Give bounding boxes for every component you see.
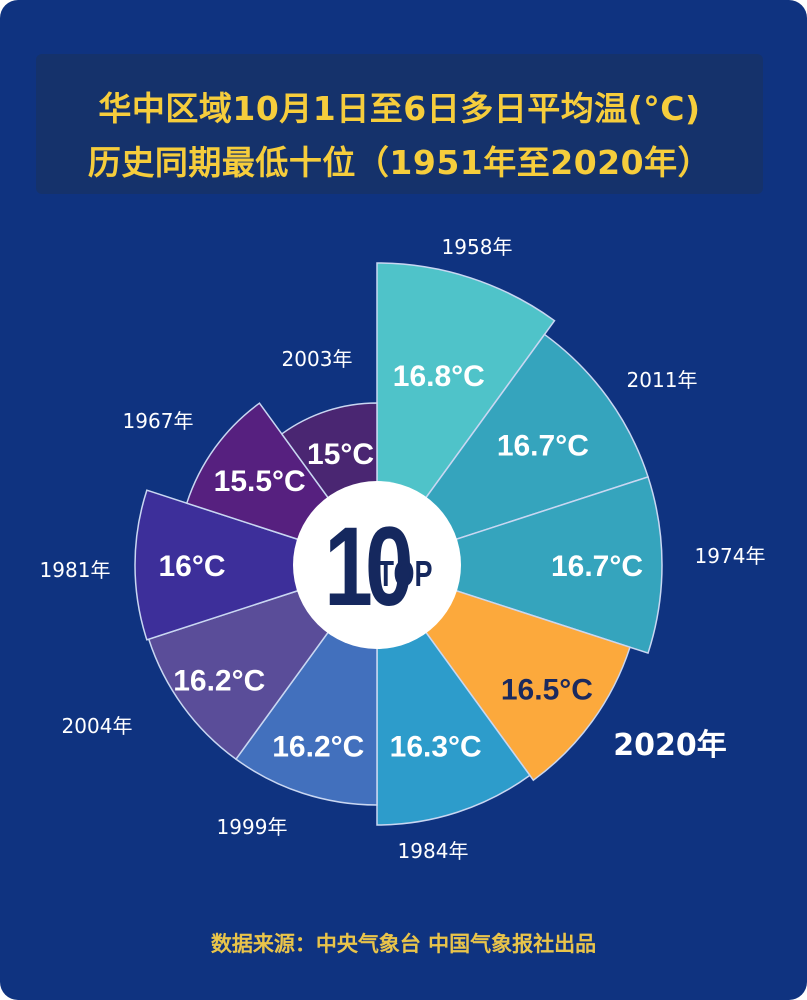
value-label: 16.7°C: [551, 550, 643, 583]
year-label: 2011年: [627, 368, 698, 392]
title-line-1: 华中区域10月1日至6日多日平均温(°C): [98, 89, 701, 128]
top10-number: 10: [324, 505, 410, 630]
value-label: 16.7°C: [497, 430, 589, 463]
year-label: 1984年: [398, 839, 469, 863]
value-label: 16°C: [158, 550, 225, 583]
year-label: 2003年: [282, 347, 353, 371]
value-label: 16.2°C: [272, 731, 364, 764]
year-label: 1958年: [442, 235, 513, 259]
value-label: 15°C: [307, 438, 374, 471]
value-label: 15.5°C: [214, 465, 306, 498]
slice-1974年: [374, 475, 663, 655]
year-label: 1967年: [123, 409, 194, 433]
value-label: 16.8°C: [393, 360, 485, 393]
value-label: 16.2°C: [173, 665, 265, 698]
title-line-2: 历史同期最低十位（1951年至2020年）: [87, 143, 712, 182]
slice-1981年: [134, 489, 380, 641]
value-label: 16.3°C: [390, 731, 482, 764]
top-label: TOP: [378, 553, 433, 594]
slice-1958年: [376, 262, 556, 568]
year-label: 1999年: [217, 815, 288, 839]
highlight-year-label: 2020年: [613, 728, 727, 763]
year-label: 2004年: [62, 714, 133, 738]
center-badge: [293, 481, 461, 649]
year-label: 1981年: [40, 558, 111, 582]
data-source-footer: 数据来源：中央气象台 中国气象报社出品: [210, 932, 597, 956]
value-label: 16.5°C: [501, 673, 593, 706]
title-box: 华中区域10月1日至6日多日平均温(°C) 历史同期最低十位（1951年至202…: [36, 54, 763, 194]
year-label: 1974年: [695, 544, 766, 568]
slice-2011年: [375, 333, 649, 567]
